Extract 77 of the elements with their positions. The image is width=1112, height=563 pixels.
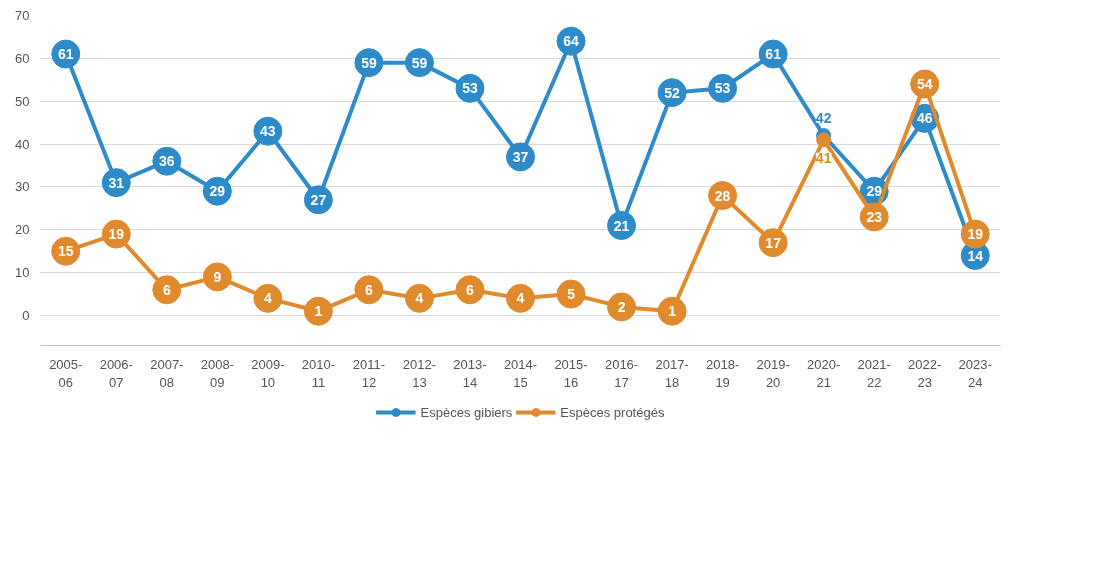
data-label: 61	[765, 46, 782, 63]
point	[152, 275, 182, 305]
data-label: 21	[613, 217, 630, 234]
y-tick-label: 50	[15, 93, 30, 109]
data-label: 37	[512, 148, 529, 165]
data-label: 14	[967, 247, 984, 264]
data-label: 28	[714, 187, 731, 204]
x-tick-label: 2015-16	[554, 356, 588, 390]
data-label: 43	[260, 123, 276, 140]
data-label: 29	[209, 183, 226, 200]
x-tick-label: 2011-12	[352, 356, 386, 390]
data-label: 19	[108, 226, 125, 243]
data-label: 29	[866, 183, 883, 200]
x-tick-label: 2013-14	[453, 356, 487, 390]
data-label: 46	[916, 110, 933, 127]
x-tick-label: 2014-15	[503, 356, 538, 390]
data-label: 64	[563, 33, 580, 50]
y-tick-label: 10	[15, 265, 30, 281]
x-tick-label: 2006-07	[99, 356, 133, 390]
data-label: 53	[714, 80, 731, 97]
x-tick-label: 2022-23	[908, 356, 942, 390]
x-tick-label: 2012-13	[402, 356, 437, 390]
y-tick-label: 70	[15, 8, 30, 23]
data-label: 41	[815, 149, 832, 166]
data-label: 52	[664, 84, 681, 101]
data-label: 6	[365, 281, 374, 298]
x-tick-label: 2018-19	[705, 356, 740, 390]
data-label: 5	[567, 286, 576, 303]
x-tick-label: 2017-18	[655, 356, 689, 390]
x-tick-label: 2019-20	[756, 356, 790, 390]
point	[354, 275, 384, 305]
data-label: 53	[462, 80, 478, 97]
data-label: 15	[57, 243, 74, 260]
x-tick-label: 2009-10	[251, 356, 285, 390]
data-label: 6	[466, 281, 475, 298]
data-label: 4	[415, 290, 424, 307]
y-tick-label: 30	[15, 179, 30, 195]
point	[556, 279, 586, 309]
point	[202, 262, 232, 292]
y-tick-label: 40	[15, 136, 30, 152]
legend-label: Espèces gibiers	[420, 404, 513, 420]
data-label: 9	[213, 268, 222, 285]
point	[404, 283, 434, 313]
x-tick-label: 2021-22	[857, 356, 891, 390]
data-label: 19	[967, 226, 984, 243]
data-label: 31	[108, 174, 125, 191]
data-label: 2	[617, 298, 626, 315]
y-tick-label: 60	[15, 50, 30, 66]
x-tick-label: 2020-21	[807, 356, 841, 390]
data-label: 59	[361, 54, 377, 71]
data-label: 4	[263, 290, 272, 307]
legend-label: Espèces protégés	[560, 404, 665, 420]
x-tick-label: 2016-17	[604, 356, 639, 390]
point	[657, 296, 687, 326]
x-tick-label: 2007-08	[150, 356, 184, 390]
data-label: 36	[159, 153, 175, 170]
data-label: 42	[815, 109, 832, 126]
data-label: 6	[162, 281, 171, 298]
y-tick-label: 0	[22, 308, 30, 323]
x-tick-label: 2008-09	[200, 356, 234, 390]
data-label: 23	[866, 208, 883, 225]
data-label: 61	[57, 46, 74, 63]
x-tick-label: 2010-11	[301, 356, 336, 390]
point	[253, 283, 283, 313]
point	[607, 292, 637, 322]
data-label: 59	[411, 54, 428, 71]
y-tick-label: 20	[15, 222, 30, 238]
data-label: 1	[668, 303, 677, 320]
data-label: 54	[916, 76, 933, 93]
point	[455, 275, 485, 305]
data-label: 4	[516, 290, 525, 307]
data-label: 27	[310, 191, 327, 208]
point	[303, 296, 333, 326]
data-label: 1	[314, 303, 323, 320]
x-tick-label: 2005-06	[49, 356, 83, 390]
x-tick-label: 2023-24	[958, 356, 992, 390]
data-label: 17	[765, 234, 782, 251]
